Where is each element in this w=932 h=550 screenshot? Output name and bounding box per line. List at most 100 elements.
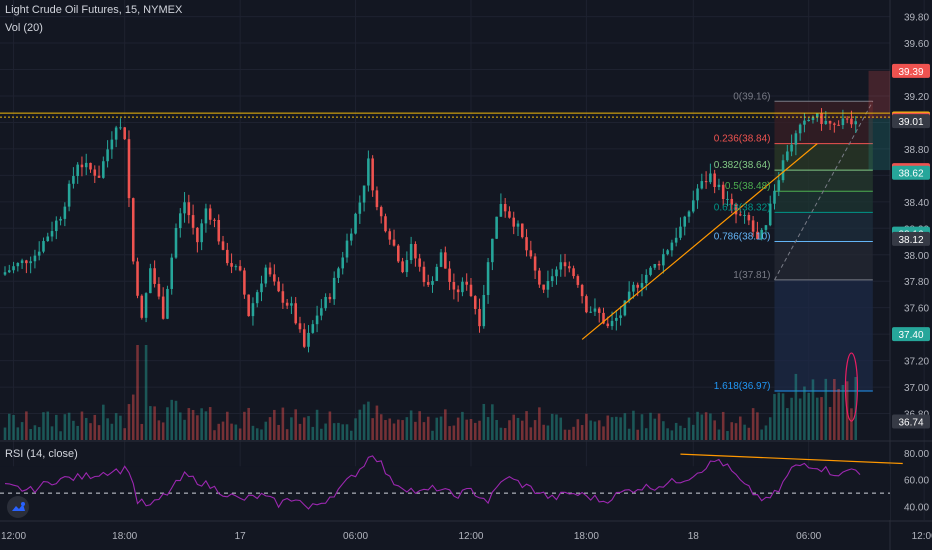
- symbol-title[interactable]: Light Crude Oil Futures, 15, NYMEX: [5, 4, 183, 16]
- volume-bar: [683, 427, 687, 440]
- volume-bar: [401, 420, 404, 440]
- volume-bar: [298, 423, 302, 440]
- rsi-axis-tick-label: 40.00: [904, 503, 929, 514]
- candle-body: [679, 226, 682, 238]
- candle-body: [550, 276, 554, 282]
- volume-bar: [734, 423, 738, 440]
- rsi-indicator-label[interactable]: RSI (14, close): [5, 448, 78, 460]
- candle-body: [251, 303, 255, 317]
- candle-body: [234, 266, 238, 268]
- volume-bar: [144, 345, 148, 440]
- volume-bar: [435, 417, 439, 440]
- candle-body: [307, 332, 310, 347]
- price-label-box: [892, 231, 930, 246]
- candle-body: [512, 217, 516, 227]
- volume-bar: [63, 414, 67, 440]
- candle-body: [828, 120, 832, 124]
- fib-trend-line: [774, 101, 874, 281]
- fib-zone: [774, 241, 873, 280]
- fib-zone: [774, 143, 873, 171]
- candle-body: [379, 207, 383, 217]
- volume-bar: [444, 409, 447, 440]
- volume-bar: [576, 419, 580, 440]
- fibonacci-retracement[interactable]: [774, 100, 874, 392]
- candle-body: [50, 231, 54, 237]
- volume-bar: [273, 409, 276, 440]
- drawings[interactable]: [0, 112, 890, 422]
- candle-body: [495, 216, 498, 239]
- price-label-text: 36.74: [898, 417, 923, 428]
- time-axis-tick-label: 06:00: [796, 531, 821, 542]
- candle-body: [127, 139, 131, 199]
- tradingview-logo[interactable]: [7, 496, 29, 518]
- volume-bar: [803, 386, 806, 440]
- volume-bar: [414, 421, 417, 440]
- volume-bar: [820, 397, 823, 440]
- candle-body: [670, 242, 674, 251]
- volume-bar: [243, 411, 246, 440]
- volume-bar: [739, 416, 742, 440]
- volume-bar: [388, 418, 392, 440]
- candle-body: [178, 213, 182, 228]
- volume-bar: [644, 428, 648, 440]
- candle-body: [572, 268, 575, 277]
- volume-bar: [397, 419, 400, 440]
- candle-body: [281, 291, 285, 303]
- candle-body: [683, 216, 687, 227]
- candle-body: [798, 124, 802, 134]
- volume-bar: [161, 422, 165, 440]
- volume-bar: [67, 412, 71, 440]
- candle-body: [486, 262, 490, 295]
- candle-body: [119, 127, 122, 129]
- candle-body: [760, 229, 763, 240]
- candle-body: [747, 214, 751, 221]
- volume-bar: [307, 416, 310, 440]
- candle-body: [33, 255, 37, 262]
- volume-highlight-ellipse: [844, 352, 859, 422]
- fib-zone: [774, 170, 873, 192]
- candle-body: [371, 158, 374, 191]
- candle-body: [585, 296, 588, 313]
- candle-body: [76, 164, 79, 177]
- fib-level-label: 0.786(38.10): [714, 232, 771, 243]
- candle-body: [837, 124, 840, 126]
- cloud-icon: [12, 502, 25, 511]
- candle-body: [580, 284, 584, 297]
- candle-body: [332, 277, 336, 300]
- volume-bar: [204, 411, 208, 440]
- candle-body: [687, 211, 691, 217]
- volume-bar: [807, 392, 810, 440]
- candle-body: [619, 315, 622, 318]
- candle-body: [230, 263, 233, 267]
- candle-body: [533, 256, 537, 271]
- volume-bar: [294, 409, 297, 440]
- candle-body: [247, 294, 250, 317]
- candle-body: [217, 219, 221, 242]
- short-position-tool[interactable]: [868, 70, 890, 171]
- candle-body: [349, 233, 353, 241]
- candle-body: [461, 281, 464, 293]
- volume-bar: [670, 430, 674, 440]
- candle-body: [341, 257, 345, 269]
- volume-bar: [478, 420, 481, 440]
- time-axis-tick-label: 12:00: [1, 531, 26, 542]
- price-axis-tick-label: 37.80: [904, 277, 929, 288]
- volume-bar: [345, 424, 349, 440]
- price-axis-tick-label: 37.20: [904, 357, 929, 368]
- volume-bar: [563, 429, 567, 440]
- volume-bar: [328, 411, 332, 440]
- volume-bar: [302, 417, 306, 440]
- candle-body: [255, 292, 259, 304]
- volume-bar: [25, 411, 28, 440]
- volume-bar: [178, 412, 182, 440]
- volume-bar: [833, 378, 836, 440]
- candle-body: [610, 320, 614, 327]
- fib-zone: [774, 101, 873, 144]
- price-label-box: [892, 63, 930, 78]
- candle-body: [448, 268, 451, 282]
- volume-bar: [76, 425, 79, 440]
- volume-indicator-label[interactable]: Vol (20): [5, 22, 43, 34]
- candle-body: [131, 198, 135, 262]
- candle-body: [123, 127, 126, 140]
